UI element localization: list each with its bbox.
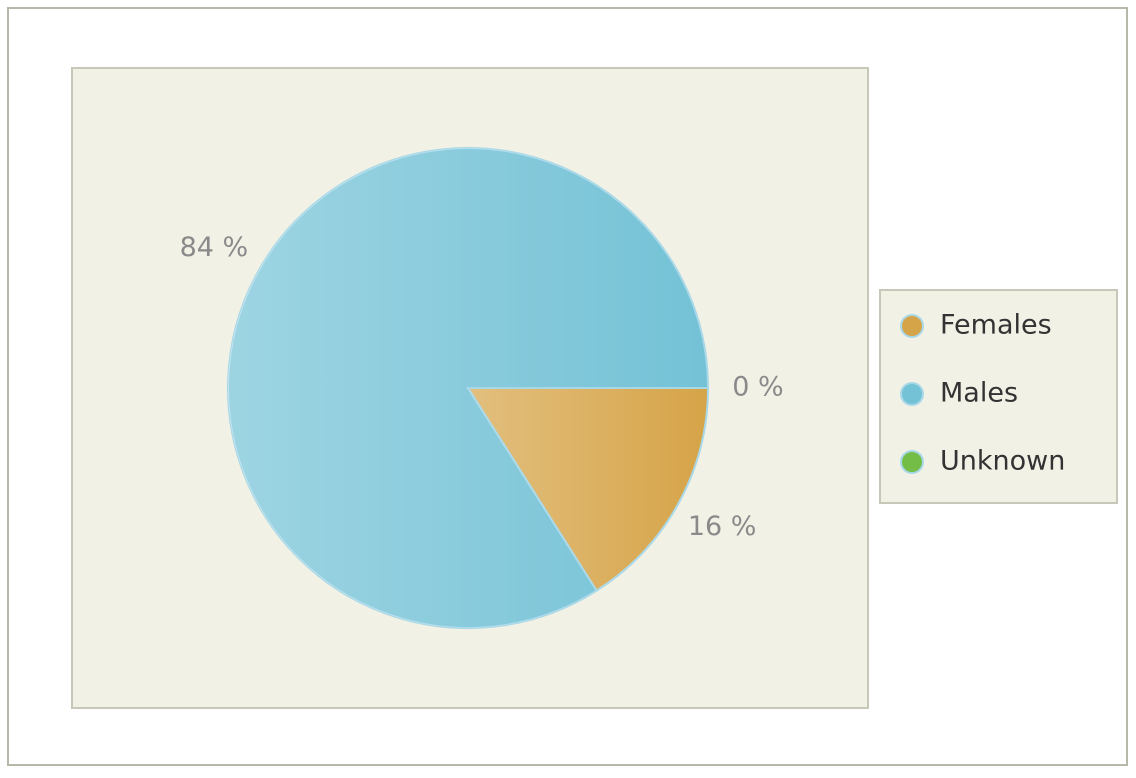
value-label: 16 % — [688, 511, 757, 542]
slice-shine — [228, 148, 709, 629]
legend-label: Females — [940, 310, 1052, 341]
value-label: 0 % — [732, 372, 783, 403]
legend-label: Unknown — [940, 446, 1065, 477]
legend-label: Males — [940, 378, 1018, 409]
legend-marker — [900, 450, 924, 474]
legend-marker — [900, 314, 924, 338]
value-label: 84 % — [180, 232, 249, 263]
slice-shine — [468, 388, 708, 591]
legend-marker — [900, 382, 924, 406]
